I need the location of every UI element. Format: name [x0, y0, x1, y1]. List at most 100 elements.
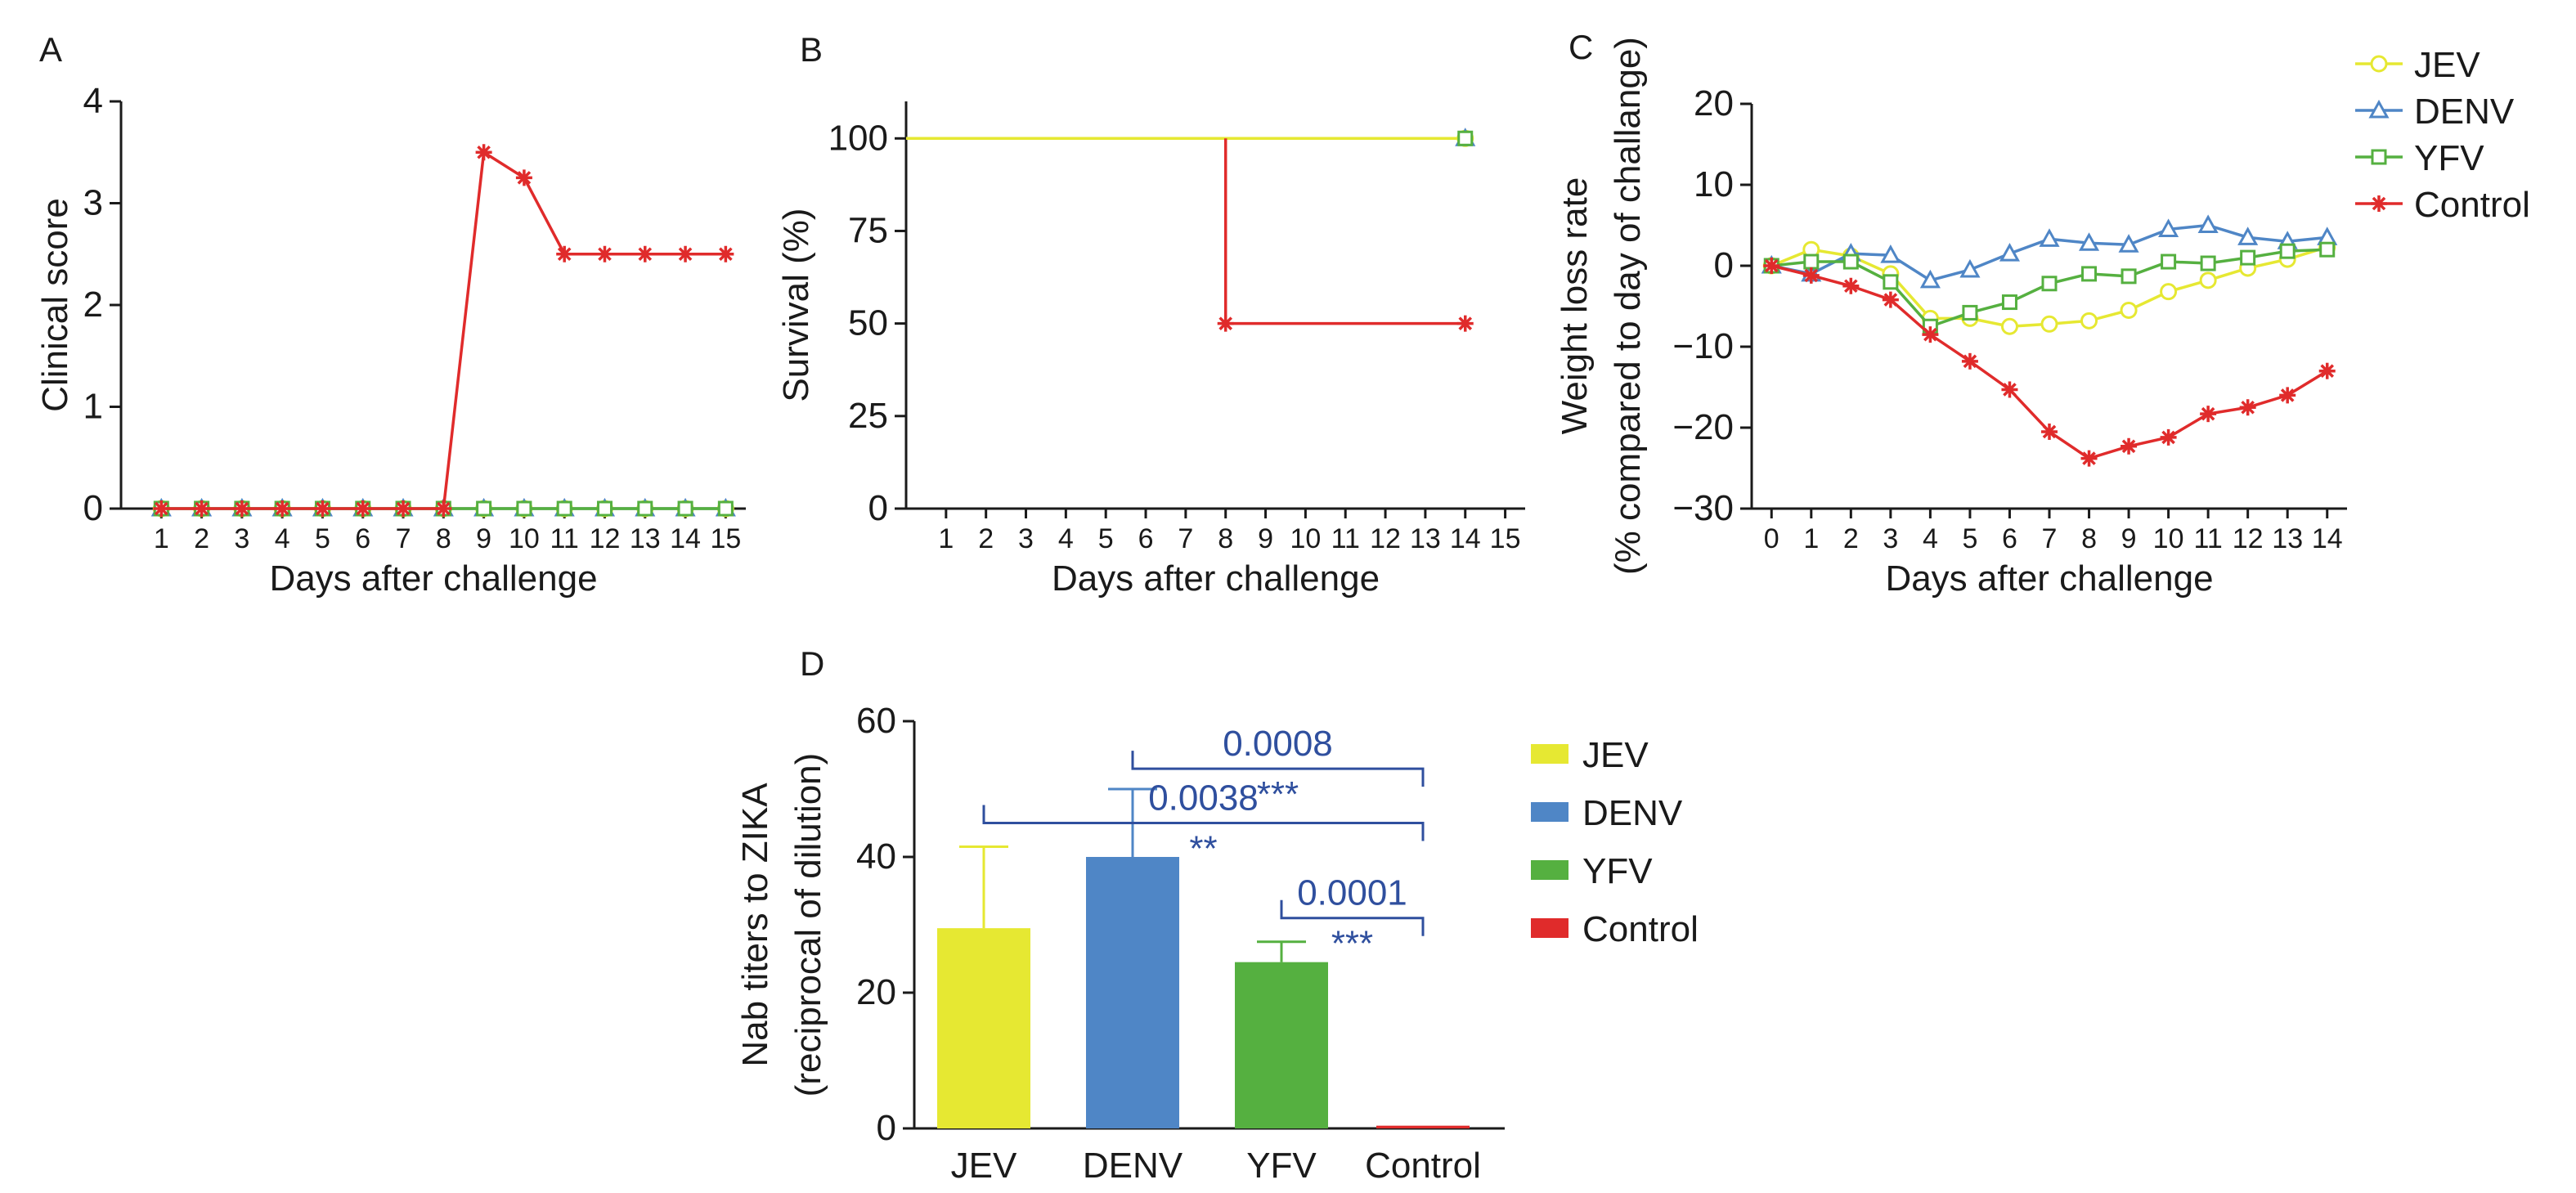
x-tick-label: 15	[1490, 523, 1521, 554]
legend-label: JEV	[2414, 45, 2480, 85]
panel-d-nab-titers: 0 20 40 60 Nab titers to ZIKA (reciprocal of …	[735, 701, 1505, 1186]
x-tick-label: 5	[315, 523, 330, 554]
data-point-control-stroke	[598, 247, 612, 262]
x-tick-label: 12	[2233, 523, 2264, 554]
legend-label: YFV	[2414, 138, 2484, 178]
data-point-control	[475, 144, 492, 161]
x-axis-label: Days after challenge	[269, 558, 597, 599]
legend-swatch	[1531, 918, 1568, 938]
data-point-control	[2239, 399, 2256, 416]
data-point-denv	[2118, 234, 2139, 253]
x-tick-label: 13	[630, 523, 661, 554]
data-point-jev	[2000, 317, 2018, 335]
data-point-control-stroke	[557, 247, 572, 262]
data-point-control-stroke	[1883, 293, 1898, 307]
y-tick-label: 0	[83, 488, 103, 528]
x-tick-label: 1	[154, 523, 169, 554]
y-axis-label-line2: (reciprocal of dilution)	[788, 753, 828, 1097]
data-point-control-stroke	[154, 501, 168, 516]
y-tick-label: 20	[1694, 83, 1734, 123]
data-point-denv	[1959, 258, 1981, 278]
data-point-yfv	[476, 500, 492, 517]
x-tick-label: 10	[1290, 523, 1321, 554]
data-point-control	[435, 500, 452, 517]
legend-item-jev: JEV	[2355, 45, 2480, 85]
legend-label: Control	[1582, 909, 1699, 949]
x-tick-label: 13	[1410, 523, 1441, 554]
data-point-control-stroke	[2280, 388, 2295, 402]
y-tick-label: −20	[1672, 407, 1734, 447]
data-point-control-stroke	[719, 247, 733, 262]
y-tick-label: 50	[848, 303, 888, 343]
data-point-control	[274, 500, 291, 517]
data-point-control-stroke	[316, 501, 330, 516]
x-tick-label: 12	[590, 523, 621, 554]
x-tick-label: Control	[1365, 1146, 1481, 1186]
y-axis-label-line1: Nab titers to ZIKA	[735, 783, 775, 1067]
data-point-control	[354, 500, 371, 517]
y-tick-label: 0	[868, 488, 888, 528]
data-point-yfv	[1842, 253, 1859, 270]
data-point-control	[556, 245, 573, 262]
legend-line-series: JEV DENV YFV Control	[2355, 45, 2530, 225]
x-tick-label: 8	[436, 523, 451, 554]
data-point-control	[153, 500, 170, 517]
data-point-yfv	[1883, 274, 1899, 290]
data-point-denv	[1919, 269, 1941, 289]
legend-item-jev: JEV	[1531, 735, 1649, 775]
data-point-yfv	[2161, 253, 2177, 270]
significance-bracket	[982, 805, 1425, 841]
data-point-control	[2041, 423, 2058, 440]
data-point-yfv	[516, 500, 532, 517]
x-tick-label: 1	[1803, 523, 1819, 554]
data-point-control	[2318, 362, 2336, 379]
data-point-control	[1456, 315, 1474, 332]
panel-label-b: B	[800, 30, 823, 69]
x-tick-label: 13	[2272, 523, 2303, 554]
y-tick-label: 3	[83, 183, 103, 223]
legend-label: DENV	[1582, 793, 1683, 833]
data-point-control	[1217, 315, 1234, 332]
x-tick-label: JEV	[951, 1146, 1017, 1186]
x-tick-label: 3	[234, 523, 249, 554]
y-tick-label: 1	[83, 387, 103, 427]
y-axis-label-line1: Weight loss rate	[1555, 177, 1595, 435]
data-point-yfv	[637, 500, 653, 517]
data-point-denv	[2039, 228, 2060, 247]
series-line-control	[1223, 138, 1465, 325]
legend-label: YFV	[1582, 851, 1653, 891]
data-point-yfv	[1457, 130, 1474, 146]
data-point-yfv	[2279, 243, 2296, 259]
x-tick-label: 2	[194, 523, 209, 554]
data-point-control-stroke	[1218, 316, 1233, 330]
data-point-control-stroke	[2003, 383, 2017, 397]
data-point-control	[2080, 450, 2098, 467]
data-point-denv	[2158, 218, 2179, 237]
legend-item-denv: DENV	[2355, 92, 2515, 132]
data-point-control-stroke	[437, 501, 451, 516]
legend-item-control: Control	[1531, 909, 1699, 949]
data-point-control-stroke	[396, 501, 411, 516]
data-point-control-stroke	[2082, 451, 2096, 465]
x-tick-label: YFV	[1246, 1146, 1317, 1186]
data-point-jev	[2040, 315, 2058, 333]
x-tick-label: 4	[275, 523, 290, 554]
x-tick-label: 11	[2193, 523, 2222, 554]
legend-swatch	[1531, 802, 1568, 822]
data-point-control-stroke	[1804, 268, 1819, 283]
data-point-denv	[2197, 214, 2219, 233]
data-point-control-stroke	[2161, 430, 2175, 445]
y-tick-label: 0	[877, 1108, 896, 1148]
x-tick-label: 9	[2121, 523, 2137, 554]
x-tick-label: 9	[1258, 523, 1273, 554]
legend-swatch	[1531, 744, 1568, 764]
data-point-yfv	[717, 500, 734, 517]
data-point-control-stroke	[1963, 354, 1977, 369]
data-point-jev	[2199, 271, 2217, 289]
x-tick-label: 1	[938, 523, 954, 554]
data-point-control-stroke	[517, 171, 532, 185]
y-axis-label: Survival (%)	[776, 208, 816, 401]
x-tick-label: 6	[2002, 523, 2017, 554]
x-tick-label: 5	[1962, 523, 1977, 554]
x-tick-label: 3	[1883, 523, 1898, 554]
